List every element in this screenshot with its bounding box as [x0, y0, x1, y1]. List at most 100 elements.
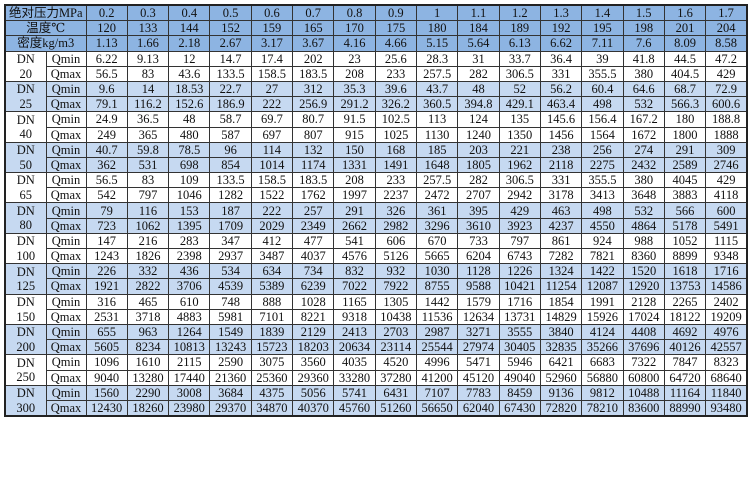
qmax-value: 463.4: [539, 96, 583, 113]
qmin-value: 11840: [705, 384, 748, 401]
dn-50-qmin-row: DN Qmin 40.7 59.8 78.5 96 114 132 150 168 185 203 22…: [4, 141, 748, 158]
qmax-value: 158.5: [250, 65, 294, 82]
qmin-value: 9812: [581, 384, 624, 401]
qmax-value: 2237: [374, 187, 418, 204]
qmin-value: 69.7: [250, 111, 294, 128]
qmin-value: 60.4: [581, 80, 624, 98]
dn-label: DN: [4, 141, 47, 158]
qmin-value: 185: [415, 141, 459, 158]
qmin-value: 41.8: [622, 50, 665, 67]
qmax-value: 797: [126, 187, 170, 204]
dn-label: 150: [4, 309, 47, 325]
qmin-value: 114: [250, 141, 294, 158]
qmin-value: 2128: [622, 293, 665, 310]
qmin-value: 2413: [333, 323, 376, 341]
pressure-value: 1.4: [581, 4, 624, 22]
qmax-value: 9588: [457, 278, 500, 295]
qmin-value: 91.5: [333, 111, 376, 128]
qmin-value: 1052: [663, 232, 707, 250]
qmin-value: 11164: [663, 384, 707, 401]
qmin-label: Qmin: [45, 172, 87, 189]
qmax-value: 1888: [705, 126, 748, 143]
qmin-value: 332: [126, 263, 170, 280]
qmin-value: 932: [374, 263, 418, 280]
qmax-value: 13753: [663, 278, 707, 295]
qmin-value: 116: [126, 202, 170, 219]
qmin-value: 102.5: [374, 111, 418, 128]
qmin-value: 59.8: [126, 141, 170, 158]
qmax-value: 2472: [415, 187, 459, 204]
qmax-value: 3413: [581, 187, 624, 204]
qmax-value: 1564: [581, 126, 624, 143]
qmax-value: 8234: [126, 339, 170, 356]
qmin-value: 113: [415, 111, 459, 128]
qmax-value: 29370: [209, 399, 252, 417]
qmax-label: Qmax: [45, 96, 87, 113]
qmin-value: 78.5: [168, 141, 211, 158]
temperature-value: 175: [374, 20, 418, 37]
qmin-value: 150: [333, 141, 376, 158]
qmax-value: 532: [622, 96, 665, 113]
qmax-value: 45760: [333, 399, 376, 417]
qmax-value: 6204: [457, 247, 500, 265]
qmin-value: 380: [622, 172, 665, 189]
pressure-value: 0.4: [168, 4, 211, 22]
qmax-value: 566.3: [663, 96, 707, 113]
qmax-value: 133.5: [209, 65, 252, 82]
qmax-value: 12087: [581, 278, 624, 295]
qmax-value: 1350: [498, 126, 541, 143]
qmax-value: 1648: [415, 156, 459, 174]
qmin-value: 1549: [209, 323, 252, 341]
qmax-value: 2349: [292, 217, 335, 234]
qmin-value: 167.2: [622, 111, 665, 128]
qmin-value: 9.6: [85, 80, 128, 98]
qmin-label: Qmin: [45, 202, 87, 219]
qmin-value: 48: [457, 80, 500, 98]
qmin-value: 39: [581, 50, 624, 67]
qmax-label: Qmax: [45, 278, 87, 295]
temperature-value: 180: [415, 20, 459, 37]
qmax-value: 3296: [415, 217, 459, 234]
qmax-value: 498: [581, 96, 624, 113]
pressure-value: 0.8: [333, 4, 376, 22]
temperature-value: 195: [581, 20, 624, 37]
qmin-value: 202: [292, 50, 335, 67]
qmax-value: 51260: [374, 399, 418, 417]
temperature-value: 152: [209, 20, 252, 37]
dn-label: DN: [4, 263, 47, 279]
qmin-value: 2290: [126, 384, 170, 401]
qmin-value: 39.6: [374, 80, 418, 98]
temperature-value: 184: [457, 20, 500, 37]
qmin-value: 1226: [498, 263, 541, 280]
qmax-value: 355.5: [581, 65, 624, 82]
qmax-value: 404.5: [663, 65, 707, 82]
qmax-value: 14829: [539, 308, 583, 325]
qmax-value: 1025: [374, 126, 418, 143]
qmin-value: 634: [250, 263, 294, 280]
qmax-label: Qmax: [45, 369, 87, 386]
qmax-value: 1395: [168, 217, 211, 234]
qmax-label: Qmax: [45, 308, 87, 325]
qmin-value: 3840: [539, 323, 583, 341]
qmax-value: 2398: [168, 247, 211, 265]
qmax-value: 56880: [581, 369, 624, 386]
pressure-value: 1.7: [705, 4, 748, 22]
dn-label: DN: [4, 172, 47, 188]
qmax-value: 41200: [415, 369, 459, 386]
dn-20-qmax-row: 20 Qmax 56.5 83 43.6 133.5 158.5 183.5 208 233 257…: [4, 65, 748, 82]
steam-flow-table: 绝对压力MPa 0.2 0.3 0.4 0.5 0.6 0.7 0.8 0.9 1 1.1 1.2 1.…: [4, 4, 748, 418]
qmin-value: 534: [209, 263, 252, 280]
qmax-value: 25360: [250, 369, 294, 386]
qmin-value: 1442: [415, 293, 459, 310]
qmax-value: 4864: [622, 217, 665, 234]
qmin-value: 64.6: [622, 80, 665, 98]
qmax-value: 72820: [539, 399, 583, 417]
qmax-value: 9348: [705, 247, 748, 265]
temperature-label: 温度℃: [4, 20, 87, 37]
qmax-value: 9318: [333, 308, 376, 325]
qmin-value: 183.5: [292, 172, 335, 189]
qmax-value: 429.1: [498, 96, 541, 113]
qmax-value: 40126: [663, 339, 707, 356]
qmin-value: 132: [292, 141, 335, 158]
density-header-row: 密度kg/m3 1.13 1.66 2.18 2.67 3.17 3.67 4.16 4.66 5…: [4, 35, 748, 52]
